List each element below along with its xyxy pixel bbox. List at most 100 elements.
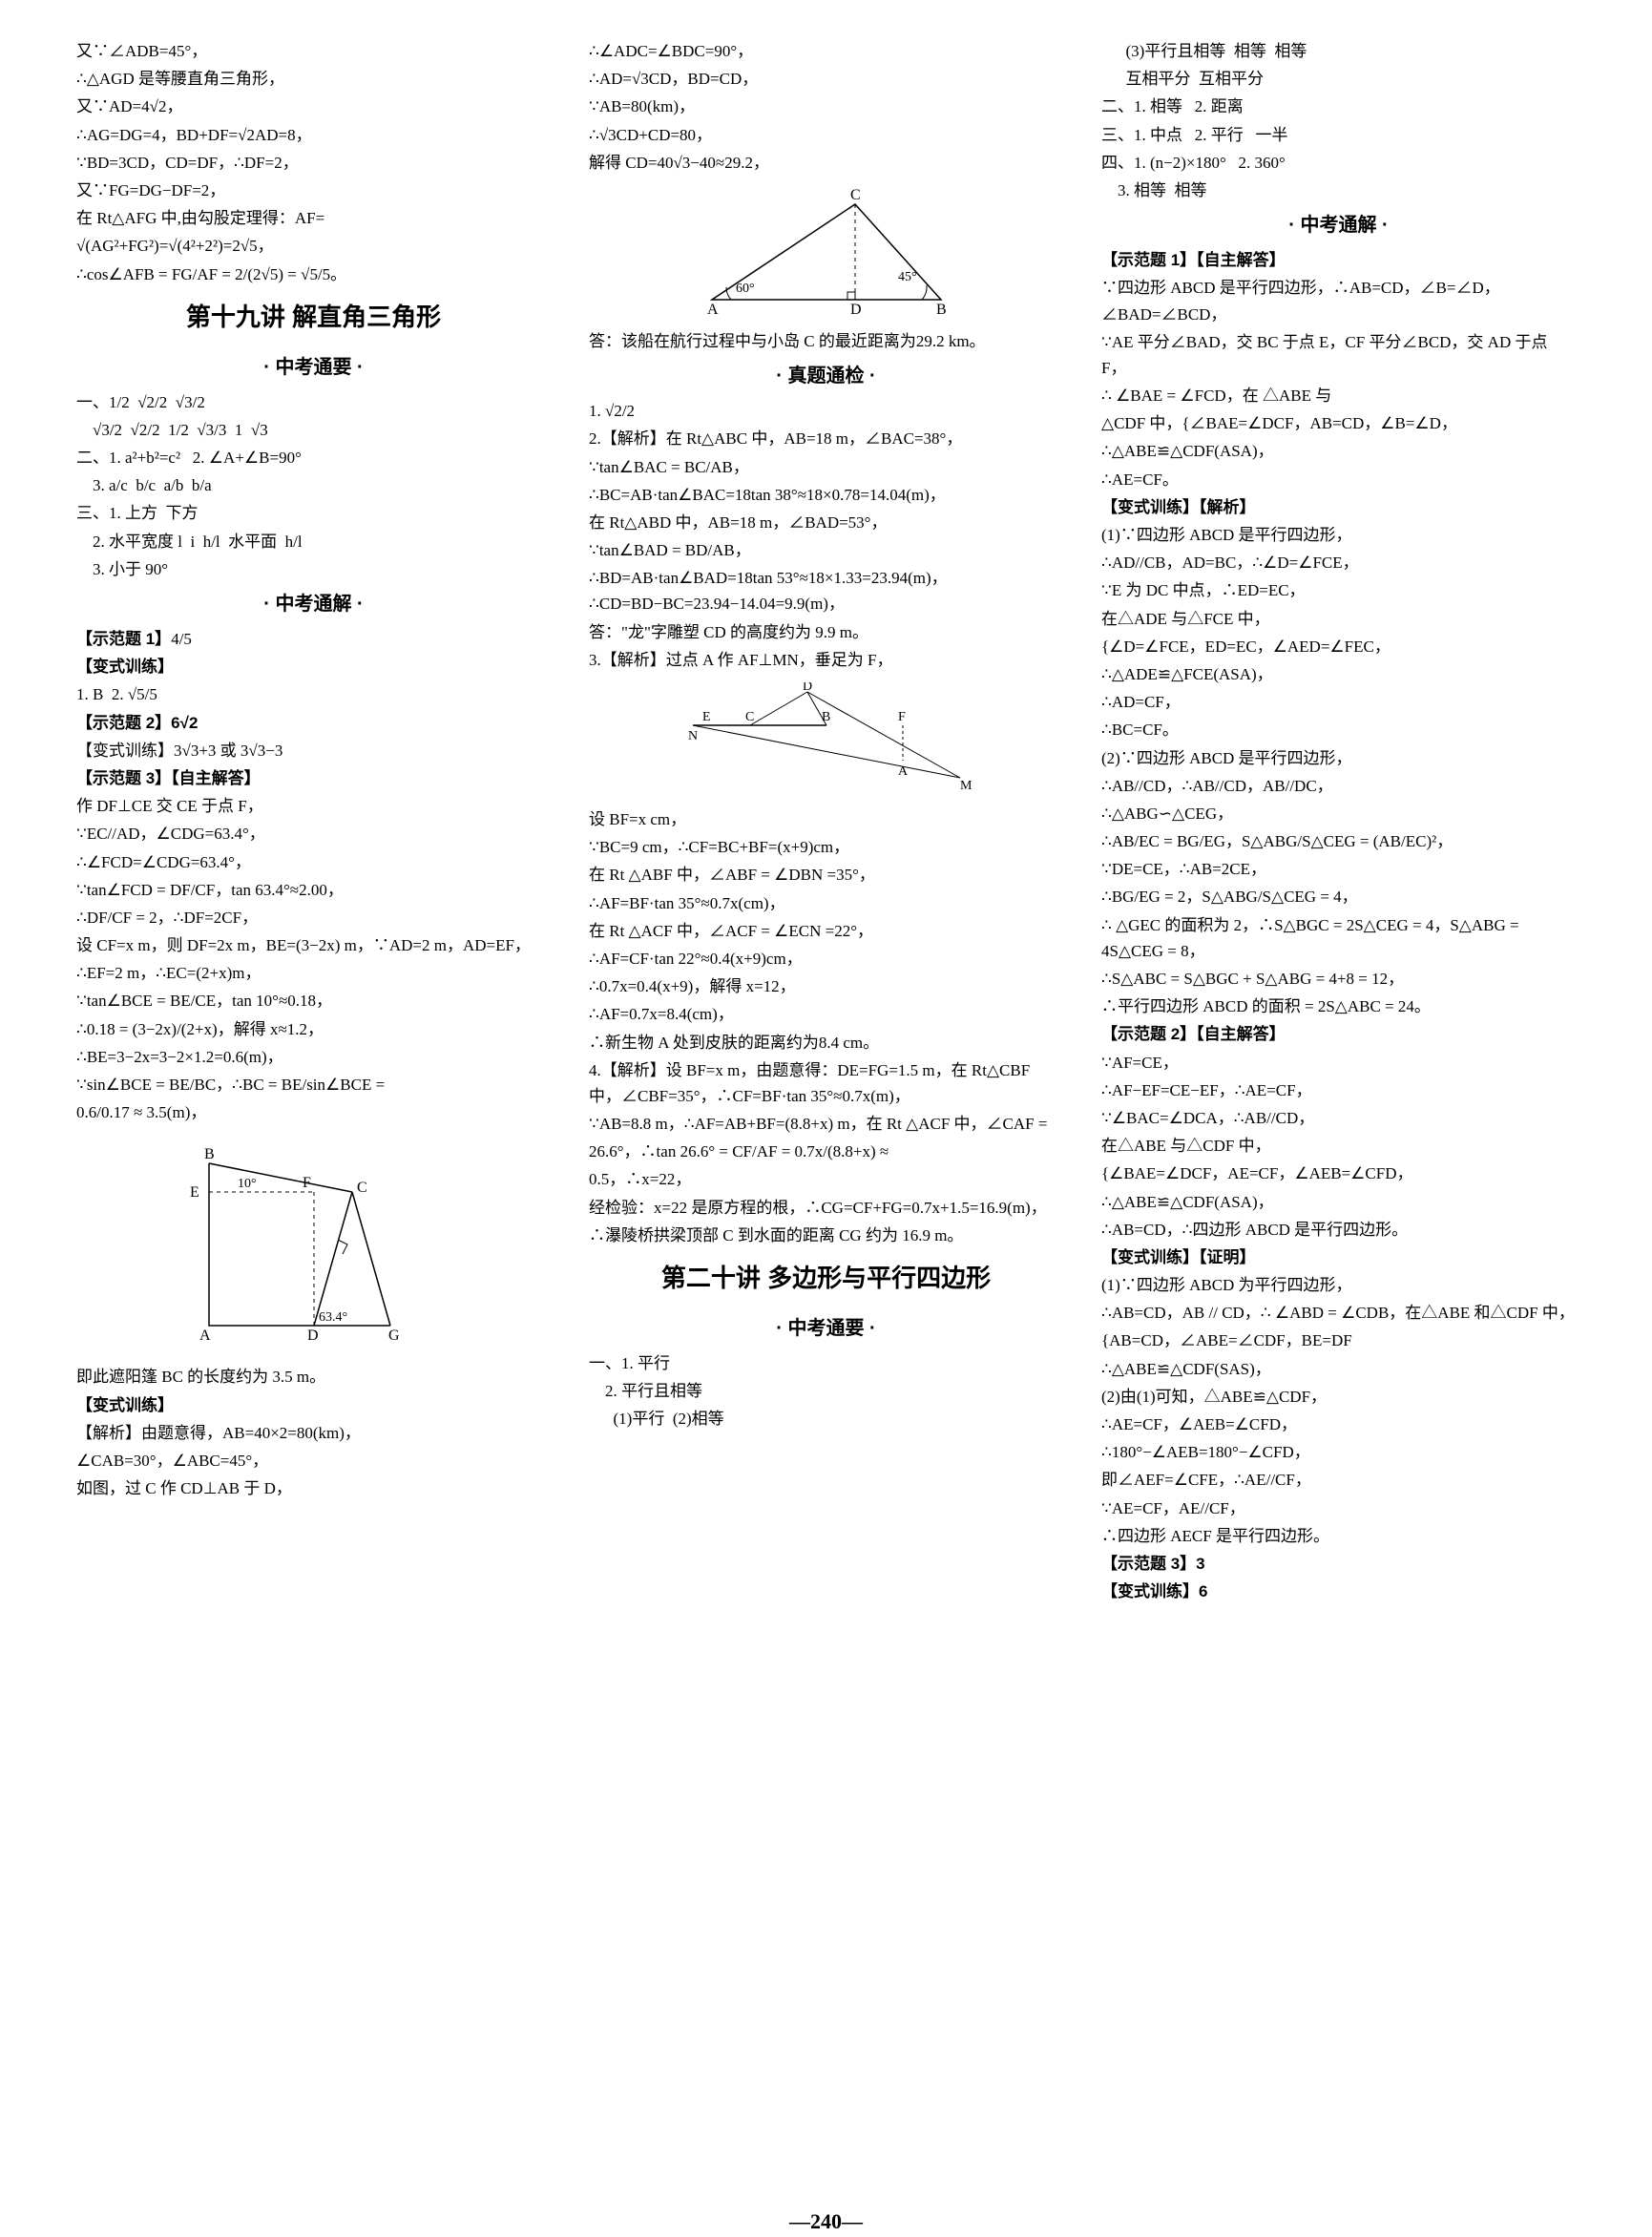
text-line: ∴∠FCD=∠CDG=63.4°， — [76, 849, 551, 875]
text-line: 2. 平行且相等 — [589, 1378, 1063, 1404]
svg-text:E: E — [190, 1184, 199, 1201]
svg-text:A: A — [707, 302, 719, 318]
text-line: ∴△ABE≌△CDF(SAS)， — [1101, 1356, 1576, 1382]
svg-text:C: C — [850, 187, 861, 203]
text-line: 3. 相等 相等 — [1101, 178, 1576, 203]
text-line: ∵tan∠FCD = DF/CF，tan 63.4°≈2.00， — [76, 877, 551, 903]
text-line: ∵EC//AD，∠CDG=63.4°， — [76, 821, 551, 847]
text-line: ∵BD=3CD，CD=DF，∴DF=2， — [76, 150, 551, 176]
text-line: ∴BG/EG = 2，S△ABG/S△CEG = 4， — [1101, 884, 1576, 909]
text-line: ∴△ADE≌△FCE(ASA)， — [1101, 661, 1576, 687]
text-line: ∵AE=CF，AE//CF， — [1101, 1495, 1576, 1521]
text-line: 3. 小于 90° — [76, 556, 551, 582]
text-line: 0.5，∴x=22， — [589, 1166, 1063, 1192]
variant-2-label: 【变式训练】【证明】 — [1101, 1248, 1256, 1266]
text-line: (1)∵四边形 ABCD 是平行四边形， — [1101, 522, 1576, 548]
text-line: 即此遮阳篷 BC 的长度约为 3.5 m。 — [76, 1364, 551, 1390]
text-line: 4.【解析】设 BF=x m，由题意得：DE=FG=1.5 m，在 Rt△CBF… — [589, 1057, 1063, 1109]
text-line: {∠D=∠FCE，ED=EC，∠AED=∠FEC， — [1101, 634, 1576, 659]
text-line: ∴△ABG∽△CEG， — [1101, 801, 1576, 826]
svg-text:A: A — [898, 764, 909, 779]
text-line: 答：该船在航行过程中与小岛 C 的最近距离为29.2 km。 — [589, 328, 1063, 354]
example-1-answer: 4/5 — [171, 630, 192, 648]
text-line: 二、1. 相等 2. 距离 — [1101, 94, 1576, 119]
text-line: {AB=CD，∠ABE=∠CDF，BE=DF — [1101, 1328, 1576, 1353]
text-line: ∴BE=3−2x=3−2×1.2=0.6(m)， — [76, 1044, 551, 1070]
text-line: ∴AF=CF·tan 22°≈0.4(x+9)cm， — [589, 946, 1063, 972]
text-line: ∴AD=CF， — [1101, 689, 1576, 715]
text-line: (1)∵四边形 ABCD 为平行四边形， — [1101, 1272, 1576, 1298]
text-line: ∴△AGD 是等腰直角三角形， — [76, 66, 551, 92]
variant-1-answer: 1. B 2. √5/5 — [76, 681, 551, 707]
variant-1-label: 【变式训练】【解析】 — [1101, 498, 1256, 516]
text-line: ∵tan∠BAC = BC/AB， — [589, 454, 1063, 480]
page-number: —240— — [76, 2206, 1576, 2237]
text-line: 0.6/0.17 ≈ 3.5(m)， — [76, 1099, 551, 1125]
example-1-label: 【示范题 1】 — [76, 630, 171, 648]
svg-text:B: B — [204, 1146, 215, 1162]
svg-text:45°: 45° — [898, 270, 917, 284]
example-3-label: 【示范题 3】【自主解答】 — [76, 769, 261, 787]
text-line: 经检验：x=22 是原方程的根，∴CG=CF+FG=0.7x+1.5=16.9(… — [589, 1195, 1063, 1221]
text-line: ∴EF=2 m，∴EC=(2+x)m， — [76, 960, 551, 986]
text-line: √3/2 √2/2 1/2 √3/3 1 √3 — [76, 417, 551, 443]
section-tongyao: · 中考通要 · — [76, 353, 551, 382]
text-line: 又∵AD=4√2， — [76, 94, 551, 119]
svg-text:D: D — [850, 302, 862, 318]
svg-text:M: M — [960, 779, 972, 793]
svg-text:C: C — [357, 1180, 367, 1196]
svg-text:D: D — [307, 1328, 319, 1344]
text-line: ∵DE=CE，∴AB=2CE， — [1101, 856, 1576, 882]
svg-text:G: G — [388, 1328, 400, 1344]
text-line: ∵E 为 DC 中点，∴ED=EC， — [1101, 577, 1576, 603]
text-line: ∴180°−∠AEB=180°−∠CFD， — [1101, 1439, 1576, 1465]
example-1-label: 【示范题 1】【自主解答】 — [1101, 251, 1286, 269]
text-line: 在 Rt △ACF 中，∠ACF = ∠ECN =22°， — [589, 918, 1063, 944]
text-line: ∵tan∠BCE = BE/CE，tan 10°≈0.18， — [76, 988, 551, 1014]
text-line: ∵sin∠BCE = BE/BC，∴BC = BE/sin∠BCE = — [76, 1072, 551, 1098]
variant-3: 【变式训练】6 — [1101, 1578, 1576, 1604]
q1: 1. √2/2 — [589, 398, 1063, 424]
text-line: 26.6°，∴tan 26.6° = CF/AF = 0.7x/(8.8+x) … — [589, 1139, 1063, 1164]
section-tongyao-20: · 中考通要 · — [589, 1314, 1063, 1343]
text-line: ∴AE=CF。 — [1101, 467, 1576, 492]
text-line: ∴AB=CD，∴四边形 ABCD 是平行四边形。 — [1101, 1217, 1576, 1243]
svg-text:A: A — [199, 1328, 211, 1344]
text-line: 在 Rt△AFG 中,由勾股定理得：AF= — [76, 205, 551, 231]
text-line: 在△ABE 与△CDF 中， — [1101, 1133, 1576, 1159]
diagram-trapezoid: B E F C A D G 10° 63.4° — [76, 1135, 551, 1354]
text-line: 三、1. 上方 下方 — [76, 500, 551, 526]
column-2: ∴∠ADC=∠BDC=90°， ∴AD=√3CD，BD=CD， ∵AB=80(k… — [589, 38, 1063, 2186]
text-line: ∴新生物 A 处到皮肤的距离约为8.4 cm。 — [589, 1030, 1063, 1056]
text-line: 2. 水平宽度 l i h/l 水平面 h/l — [76, 529, 551, 554]
lecture-20-title: 第二十讲 多边形与平行四边形 — [589, 1260, 1063, 1297]
example-3: 【示范题 3】3 — [1101, 1551, 1576, 1577]
svg-text:D: D — [803, 682, 812, 694]
lecture-19-title: 第十九讲 解直角三角形 — [76, 299, 551, 336]
svg-text:B: B — [822, 710, 830, 724]
text-line: 作 DF⊥CE 交 CE 于点 F， — [76, 793, 551, 819]
text-line: 3.【解析】过点 A 作 AF⊥MN，垂足为 F， — [589, 647, 1063, 673]
text-line: 三、1. 中点 2. 平行 一半 — [1101, 122, 1576, 148]
text-line: 二、1. a²+b²=c² 2. ∠A+∠B=90° — [76, 445, 551, 470]
svg-text:N: N — [688, 729, 698, 743]
svg-text:C: C — [745, 710, 754, 724]
text-line: ∠CAB=30°，∠ABC=45°， — [76, 1448, 551, 1474]
text-line: △CDF 中，{∠BAE=∠DCF，AB=CD，∠B=∠D， — [1101, 410, 1576, 436]
text-line: ∴0.18 = (3−2x)/(2+x)，解得 x≈1.2， — [76, 1016, 551, 1042]
text-line: ∴AF=BF·tan 35°≈0.7x(cm)， — [589, 890, 1063, 916]
text-line: ∵AF=CE， — [1101, 1050, 1576, 1076]
text-line: 设 BF=x cm， — [589, 806, 1063, 832]
text-line: ∴AB/EC = BG/EG，S△ABG/S△CEG = (AB/EC)²， — [1101, 828, 1576, 854]
text-line: ∴AF=0.7x=8.4(cm)， — [589, 1001, 1063, 1027]
text-line: ∵AB=80(km)， — [589, 94, 1063, 119]
text-line: ∴AB//CD，∴AB//CD，AB//DC， — [1101, 773, 1576, 799]
text-line: (3)平行且相等 相等 相等 — [1101, 38, 1576, 64]
text-line: (1)平行 (2)相等 — [589, 1406, 1063, 1432]
text-line: (2)由(1)可知，△ABE≌△CDF， — [1101, 1384, 1576, 1410]
text-line: 互相平分 互相平分 — [1101, 66, 1576, 92]
text-line: (2)∵四边形 ABCD 是平行四边形， — [1101, 745, 1576, 771]
text-line: ∴√3CD+CD=80， — [589, 122, 1063, 148]
text-line: 3. a/c b/c a/b b/a — [76, 472, 551, 498]
text-line: ∴AE=CF，∠AEB=∠CFD， — [1101, 1411, 1576, 1437]
